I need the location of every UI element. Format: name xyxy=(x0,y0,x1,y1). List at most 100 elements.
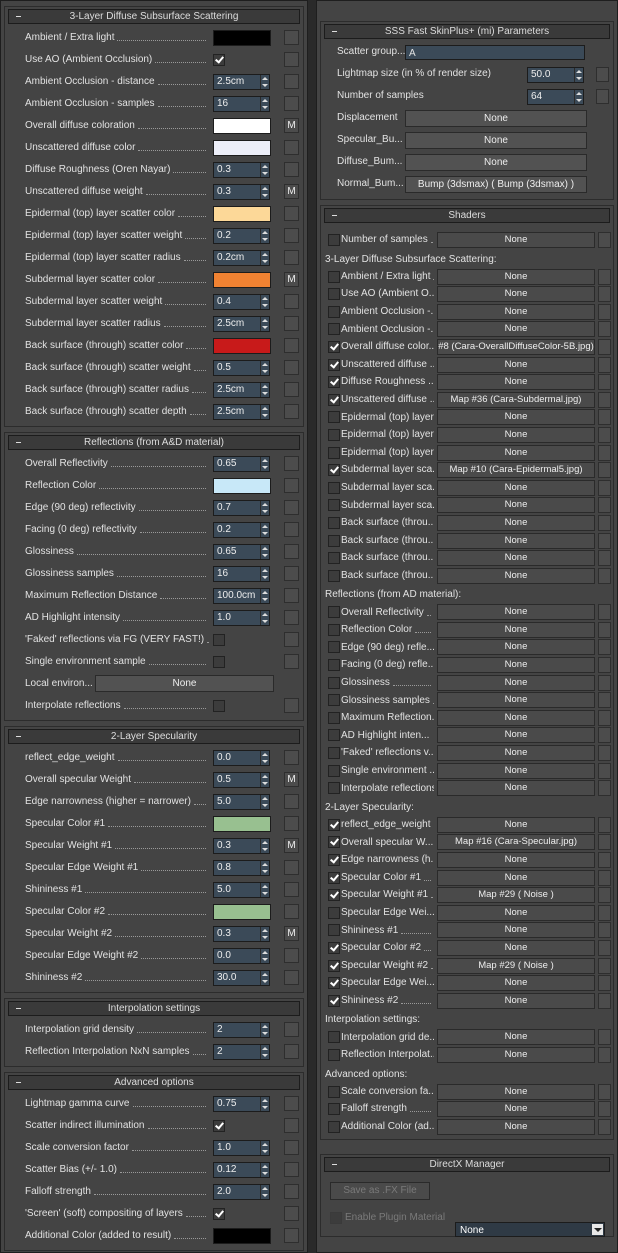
spinner-value[interactable]: 2 xyxy=(214,1045,260,1059)
checkbox[interactable] xyxy=(328,305,340,318)
map-toggle-button[interactable] xyxy=(598,692,611,709)
map-slot-button[interactable] xyxy=(284,1162,299,1177)
spinner-arrows[interactable] xyxy=(260,1185,269,1199)
map-button[interactable]: None xyxy=(437,922,595,939)
map-button[interactable]: None xyxy=(437,762,595,779)
map-slot-button[interactable] xyxy=(284,96,299,111)
checkbox[interactable] xyxy=(328,1048,340,1061)
map-slot-button[interactable] xyxy=(284,794,299,809)
map-slot-button[interactable] xyxy=(284,544,299,559)
map-slot-button[interactable]: M xyxy=(284,184,299,199)
spinner-arrows[interactable] xyxy=(260,75,269,89)
checkbox[interactable] xyxy=(328,270,340,283)
spinner-value[interactable]: 100.0cm xyxy=(214,589,260,603)
checkbox[interactable] xyxy=(328,694,340,707)
spinner[interactable]: 5.0 xyxy=(213,794,270,810)
checkbox[interactable] xyxy=(213,634,225,646)
map-slot-button[interactable] xyxy=(284,970,299,985)
spinner-value[interactable]: 64 xyxy=(528,90,574,104)
collapse-icon[interactable] xyxy=(16,1008,21,1009)
color-swatch[interactable] xyxy=(213,478,271,494)
spinner[interactable]: 0.8 xyxy=(213,860,270,876)
map-slot-button[interactable] xyxy=(284,500,299,515)
spinner-arrows[interactable] xyxy=(260,1141,269,1155)
map-toggle-button[interactable] xyxy=(598,992,611,1009)
checkbox[interactable] xyxy=(328,889,340,902)
checkbox[interactable] xyxy=(328,747,340,760)
checkbox[interactable] xyxy=(328,1103,340,1116)
map-button[interactable]: None xyxy=(437,497,595,514)
checkbox[interactable] xyxy=(328,340,340,353)
spinner-arrows[interactable] xyxy=(574,90,583,104)
spinner-arrows[interactable] xyxy=(260,751,269,765)
spinner[interactable]: 64 xyxy=(527,89,584,105)
checkbox[interactable] xyxy=(328,623,340,636)
map-toggle-button[interactable] xyxy=(598,709,611,726)
map-toggle-button[interactable] xyxy=(598,1118,611,1135)
map-slot-button[interactable]: M xyxy=(284,926,299,941)
checkbox[interactable] xyxy=(328,376,340,389)
map-slot-button[interactable]: M xyxy=(284,772,299,787)
map-button[interactable]: None xyxy=(437,514,595,531)
map-button[interactable]: None xyxy=(437,745,595,762)
map-toggle-button[interactable] xyxy=(598,727,611,744)
map-toggle-button[interactable] xyxy=(598,497,611,514)
map-button[interactable]: None xyxy=(437,1046,595,1063)
map-button[interactable]: None xyxy=(437,621,595,638)
rollout-header[interactable]: 2-Layer Specularity xyxy=(8,729,300,744)
map-toggle-button[interactable] xyxy=(598,1029,611,1046)
spinner-value[interactable]: 2.0 xyxy=(214,1185,260,1199)
spinner-value[interactable]: 0.2 xyxy=(214,229,260,243)
map-button[interactable]: None xyxy=(437,904,595,921)
checkbox[interactable] xyxy=(328,428,340,441)
map-slot-button[interactable] xyxy=(284,1184,299,1199)
checkbox[interactable] xyxy=(328,711,340,724)
dropdown-arrow[interactable] xyxy=(592,1224,603,1236)
spinner-value[interactable]: 5.0 xyxy=(214,795,260,809)
spinner-value[interactable]: 1.0 xyxy=(214,611,260,625)
map-slot-button[interactable] xyxy=(284,1044,299,1059)
map-button[interactable]: #8 (Cara-OverallDiffuseColor-5B.jpg) xyxy=(437,338,595,355)
spinner-arrows[interactable] xyxy=(260,501,269,515)
map-slot-button[interactable] xyxy=(284,1096,299,1111)
map-toggle-button[interactable] xyxy=(598,922,611,939)
map-button[interactable]: None xyxy=(437,426,595,443)
spinner-value[interactable]: 0.12 xyxy=(214,1163,260,1177)
map-slot-button[interactable] xyxy=(284,250,299,265)
color-swatch[interactable] xyxy=(213,118,271,134)
map-toggle-button[interactable] xyxy=(598,1101,611,1118)
checkbox[interactable] xyxy=(213,1208,225,1220)
color-swatch[interactable] xyxy=(213,816,271,832)
spinner-arrows[interactable] xyxy=(260,545,269,559)
map-button[interactable]: None xyxy=(437,692,595,709)
map-button[interactable]: None xyxy=(437,356,595,373)
map-slot-button[interactable] xyxy=(284,52,299,67)
spinner-value[interactable]: 0.2 xyxy=(214,523,260,537)
spinner-value[interactable]: 16 xyxy=(214,567,260,581)
map-button[interactable]: None xyxy=(437,232,595,248)
checkbox[interactable] xyxy=(328,1031,340,1044)
spinner-arrows[interactable] xyxy=(260,295,269,309)
map-slot-button[interactable] xyxy=(284,882,299,897)
map-button[interactable]: None xyxy=(437,975,595,992)
map-toggle-button[interactable] xyxy=(598,567,611,584)
spinner[interactable]: 1.0 xyxy=(213,610,270,626)
map-button[interactable]: None xyxy=(437,321,595,338)
checkbox[interactable] xyxy=(328,464,340,477)
map-toggle-button[interactable] xyxy=(598,639,611,656)
map-toggle-button[interactable] xyxy=(598,550,611,567)
checkbox[interactable] xyxy=(328,782,340,795)
checkbox[interactable] xyxy=(328,836,340,849)
text-field[interactable]: A xyxy=(405,45,585,60)
map-button[interactable]: None xyxy=(437,939,595,956)
spinner-value[interactable]: 0.0 xyxy=(214,949,260,963)
map-toggle-button[interactable] xyxy=(598,426,611,443)
checkbox[interactable] xyxy=(328,1085,340,1098)
spinner-value[interactable]: 0.3 xyxy=(214,927,260,941)
spinner-arrows[interactable] xyxy=(260,861,269,875)
map-toggle-button[interactable] xyxy=(598,816,611,833)
map-button[interactable]: None xyxy=(405,132,587,149)
spinner[interactable]: 2.0 xyxy=(213,1184,270,1200)
map-toggle-button[interactable] xyxy=(598,975,611,992)
map-toggle-button[interactable] xyxy=(598,462,611,479)
